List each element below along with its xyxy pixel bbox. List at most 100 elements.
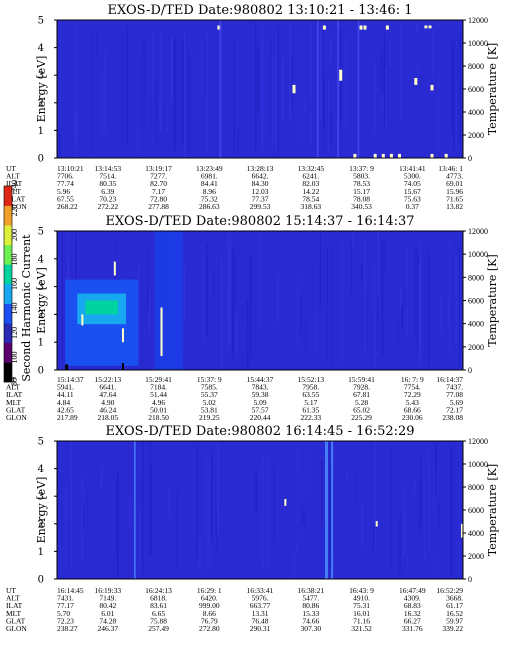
orbit-row-value: 15.96 [446, 187, 463, 196]
bright-spot [322, 25, 326, 30]
orbit-row-value: 77.08 [446, 390, 463, 399]
orbit-row-value: 53.81 [201, 405, 218, 414]
orbit-row-value: 7585. [201, 383, 218, 392]
orbit-row-value: 74.28 [99, 616, 116, 625]
orbit-row-value: 7437. [446, 383, 463, 392]
texture-streak [269, 39, 272, 141]
texture-streak [377, 231, 380, 309]
orbit-row-value: 6.65 [152, 609, 165, 618]
orbit-row-value: 6241. [302, 172, 319, 181]
texture-streak [139, 445, 141, 478]
colorbar-segment [4, 186, 12, 206]
texture-streak [117, 471, 119, 578]
orbit-row-value: 51.44 [150, 390, 167, 399]
orbit-row-value: 46.24 [99, 405, 116, 414]
texture-streak [152, 31, 154, 142]
orbit-row-value: 72.29 [404, 390, 421, 399]
orbit-row-value: 80.35 [99, 179, 116, 188]
texture-streak [341, 237, 343, 367]
y2-tick-label: 4000 [468, 108, 484, 117]
orbit-row-value: 69.01 [446, 179, 463, 188]
orbit-row-value: 340.53 [351, 202, 372, 211]
texture-streak [277, 25, 279, 156]
texture-streak [350, 241, 353, 293]
texture-streak [235, 252, 237, 314]
orbit-row-value: 71.65 [446, 194, 463, 203]
y-tick-label: 2 [38, 310, 44, 321]
y-axis-label: Energy [eV] [35, 56, 48, 123]
y-tick-label: 0 [38, 575, 44, 586]
orbit-row-value: 16.52 [446, 609, 463, 618]
orbit-row-value: 70.23 [99, 194, 116, 203]
panel-title: EXOS-D/TED Date:980802 16:14:45 - 16:52:… [105, 424, 414, 439]
texture-streak [102, 482, 103, 551]
texture-streak [181, 38, 184, 146]
orbit-row-value: 16.32 [404, 609, 421, 618]
texture-streak [102, 70, 104, 140]
colorbar-tick-label: 220 [10, 205, 19, 217]
texture-streak [374, 62, 376, 134]
texture-streak [201, 40, 203, 97]
colorbar-tick-label: 240 [10, 180, 19, 192]
texture-streak [438, 503, 440, 526]
texture-streak [234, 36, 235, 155]
texture-streak [417, 32, 419, 68]
texture-streak [210, 450, 213, 542]
orbit-row-value: 13.82 [446, 202, 463, 211]
orbit-row-value: 16:47:49 [399, 586, 426, 595]
spectrogram-panels: EXOS-D/TED Date:980802 13:10:21 - 13:46:… [6, 3, 499, 633]
orbit-row-value: 230.06 [402, 413, 423, 422]
orbit-row-value: 4309. [404, 594, 421, 603]
texture-streak [176, 489, 178, 573]
texture-streak [128, 501, 130, 526]
texture-streak [206, 32, 208, 157]
y2-tick-label: 4000 [468, 529, 484, 538]
orbit-row-value: 80.42 [99, 601, 116, 610]
texture-streak [364, 238, 366, 358]
orbit-row-value: 68.83 [404, 601, 421, 610]
texture-streak [437, 20, 439, 152]
orbit-row-value: 15:44:37 [247, 375, 274, 384]
texture-streak [147, 246, 149, 311]
y2-tick-label: 0 [468, 575, 472, 584]
orbit-row-value: 63.55 [302, 390, 319, 399]
orbit-row-label: ALT [6, 594, 20, 603]
vertical-streak [357, 20, 360, 158]
orbit-row-value: 4773. [446, 172, 463, 181]
orbit-row-label: MLT [6, 187, 22, 196]
texture-streak [228, 292, 230, 314]
panel-title: EXOS-D/TED Date:980802 13:10:21 - 13:46:… [108, 3, 413, 18]
texture-streak [436, 468, 438, 577]
orbit-row-value: 5.70 [57, 609, 70, 618]
y-tick-label: 5 [38, 437, 44, 448]
y-tick-label: 4 [38, 254, 44, 265]
orbit-row-value: 6.01 [101, 609, 114, 618]
orbit-row-value: 59.97 [446, 616, 463, 625]
orbit-row-value: 999.00 [199, 601, 220, 610]
bright-spot [353, 153, 357, 158]
orbit-row-value: 76.48 [252, 616, 269, 625]
texture-streak [381, 50, 383, 95]
texture-streak [271, 52, 273, 144]
orbit-row-value: 50.01 [150, 405, 167, 414]
orbit-row-value: 16.01 [353, 609, 370, 618]
texture-streak [367, 35, 369, 74]
texture-streak [299, 276, 301, 290]
y-tick-label: 0 [38, 154, 44, 165]
orbit-row-value: 74.66 [302, 616, 319, 625]
texture-streak [450, 446, 451, 576]
texture-streak [139, 508, 141, 565]
y2-tick-label: 6000 [468, 297, 484, 306]
texture-streak [399, 287, 402, 311]
texture-streak [455, 253, 457, 344]
texture-streak [305, 318, 307, 356]
y-tick-label: 3 [38, 492, 44, 503]
texture-streak [137, 265, 140, 363]
orbit-row-value: 16:14:45 [57, 586, 84, 595]
texture-streak [374, 261, 376, 312]
texture-streak [248, 515, 250, 552]
bright-spot [385, 25, 389, 30]
texture-streak [404, 486, 407, 553]
orbit-row-value: 321.52 [351, 624, 372, 633]
texture-streak [304, 100, 306, 113]
